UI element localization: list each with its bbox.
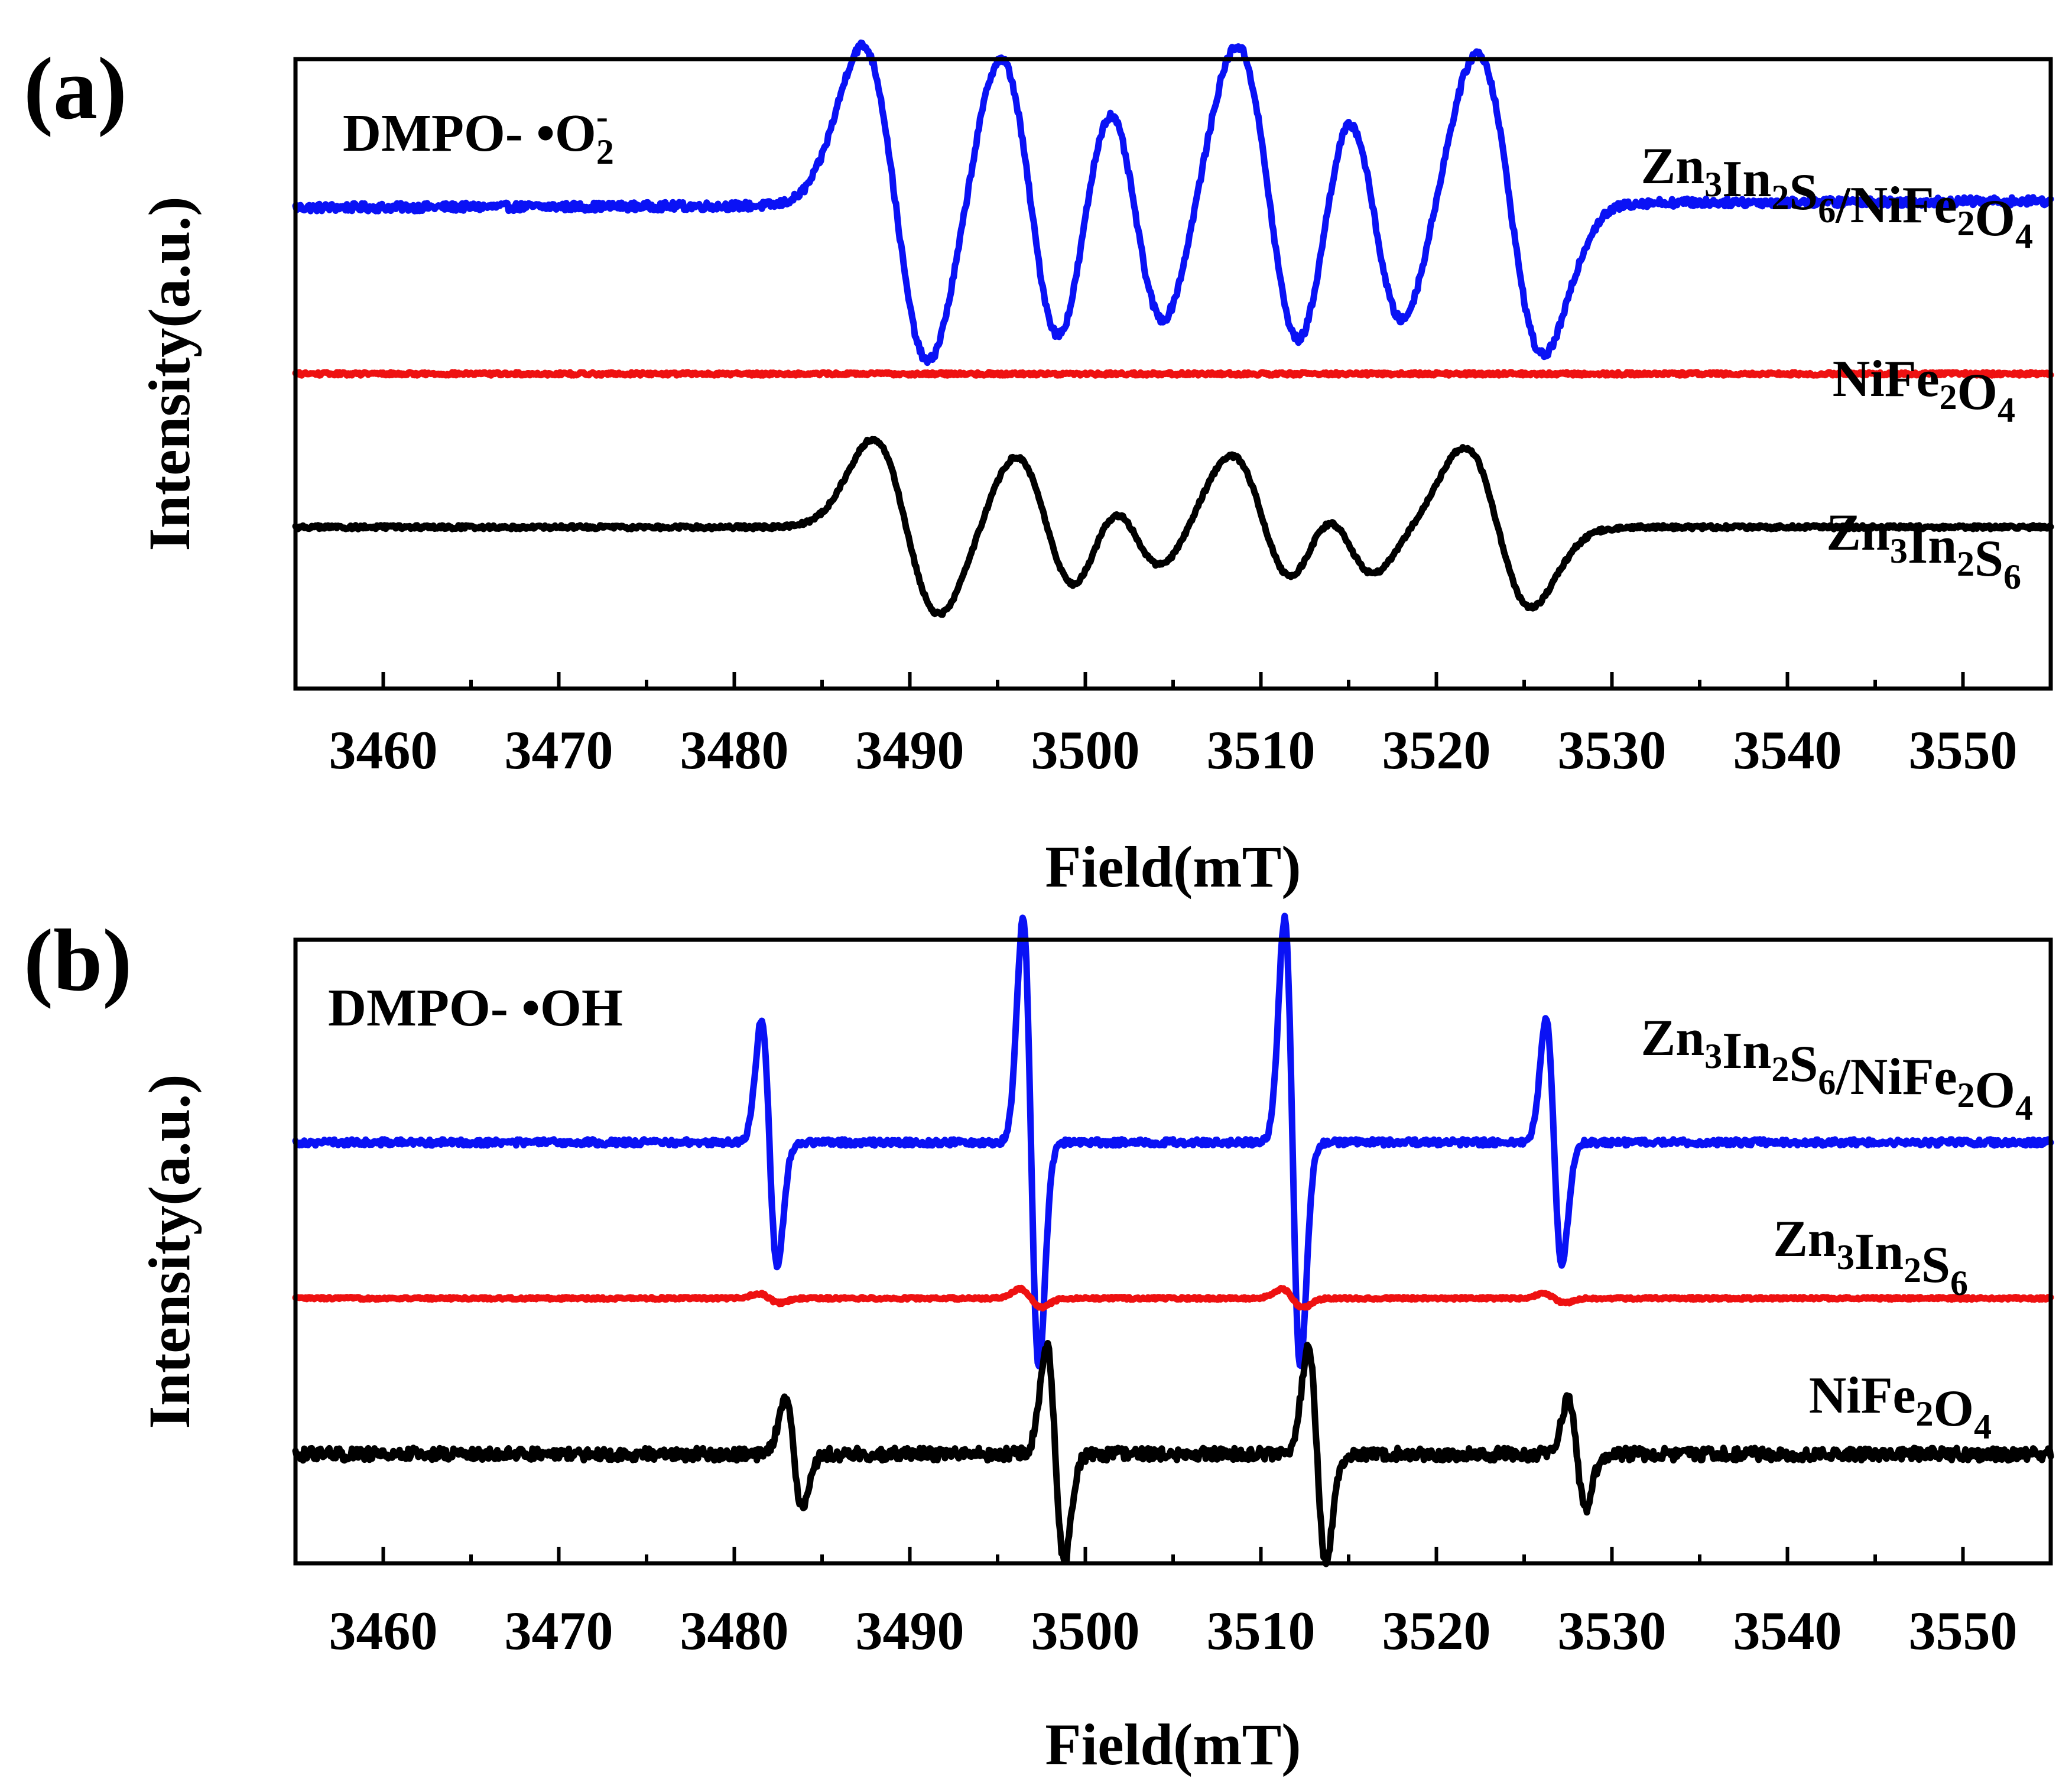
x-tick-label: 3500 bbox=[1031, 1601, 1140, 1661]
series-line-Zn3In2S6/NiFe2O4 bbox=[292, 39, 2054, 366]
series-label-Zn3In2S6: Zn3In2S6 bbox=[1826, 504, 2021, 596]
x-tick-label: 3550 bbox=[1909, 1601, 2018, 1661]
x-tick-label: 3460 bbox=[329, 720, 438, 780]
x-tick-label: 3510 bbox=[1207, 1601, 1316, 1661]
x-tick-label: 3540 bbox=[1733, 1601, 1842, 1661]
x-tick-label: 3530 bbox=[1558, 720, 1667, 780]
series-line-Zn3In2S6/NiFe2O4 bbox=[292, 913, 2054, 1369]
y-axis-title: Intensity(a.u.) bbox=[137, 196, 202, 551]
series-label-Zn3In2S6: Zn3In2S6 bbox=[1773, 1210, 1968, 1303]
x-axis-title: Field(mT) bbox=[1045, 834, 1301, 900]
series-label-NiFe2O4: NiFe2O4 bbox=[1809, 1367, 1992, 1446]
x-tick-label: 3460 bbox=[329, 1601, 438, 1661]
panel-label: (b) bbox=[24, 911, 132, 1010]
x-tick-label: 3490 bbox=[856, 720, 964, 780]
x-tick-label: 3530 bbox=[1558, 1601, 1667, 1661]
x-tick-label: 3520 bbox=[1382, 1601, 1491, 1661]
series-label-Zn3In2S6/NiFe2O4: Zn3In2S6/NiFe2O4 bbox=[1641, 138, 2034, 256]
x-tick-label: 3520 bbox=[1382, 720, 1491, 780]
x-tick-label: 3510 bbox=[1207, 720, 1316, 780]
x-tick-label: 3550 bbox=[1909, 720, 2018, 780]
series-line-Zn3In2S6 bbox=[292, 436, 2054, 618]
radical-annotation: DMPO- •OH bbox=[328, 979, 623, 1037]
x-tick-label: 3480 bbox=[680, 1601, 789, 1661]
x-tick-label: 3500 bbox=[1031, 720, 1140, 780]
radical-annotation: DMPO- •O2- bbox=[343, 97, 614, 171]
x-tick-label: 3540 bbox=[1733, 720, 1842, 780]
panel-b-hydroxyl: Zn3In2S6/NiFe2O4 Zn3In2S6 NiFe2O4 3460 3470 3… bbox=[24, 911, 2054, 1777]
series-line-NiFe2O4 bbox=[292, 369, 2054, 379]
x-tick-label: 3480 bbox=[680, 720, 789, 780]
y-axis-title: Intensity(a.u.) bbox=[137, 1074, 202, 1429]
panel-a-superoxide: Zn3In2S6/NiFe2O4 NiFe2O4 Zn3In2S6 3460 3470 3… bbox=[24, 39, 2054, 900]
x-tick-label: 3470 bbox=[505, 1601, 613, 1661]
x-tick-label: 3490 bbox=[856, 1601, 964, 1661]
panel-label: (a) bbox=[24, 40, 127, 138]
x-tick-label: 3470 bbox=[505, 720, 613, 780]
series-label-Zn3In2S6/NiFe2O4: Zn3In2S6/NiFe2O4 bbox=[1641, 1010, 2034, 1128]
series-line-Zn3In2S6 bbox=[292, 1284, 2054, 1312]
series-label-NiFe2O4: NiFe2O4 bbox=[1833, 350, 2015, 430]
series-line-NiFe2O4 bbox=[292, 1340, 2054, 1567]
x-axis-title: Field(mT) bbox=[1045, 1712, 1301, 1777]
